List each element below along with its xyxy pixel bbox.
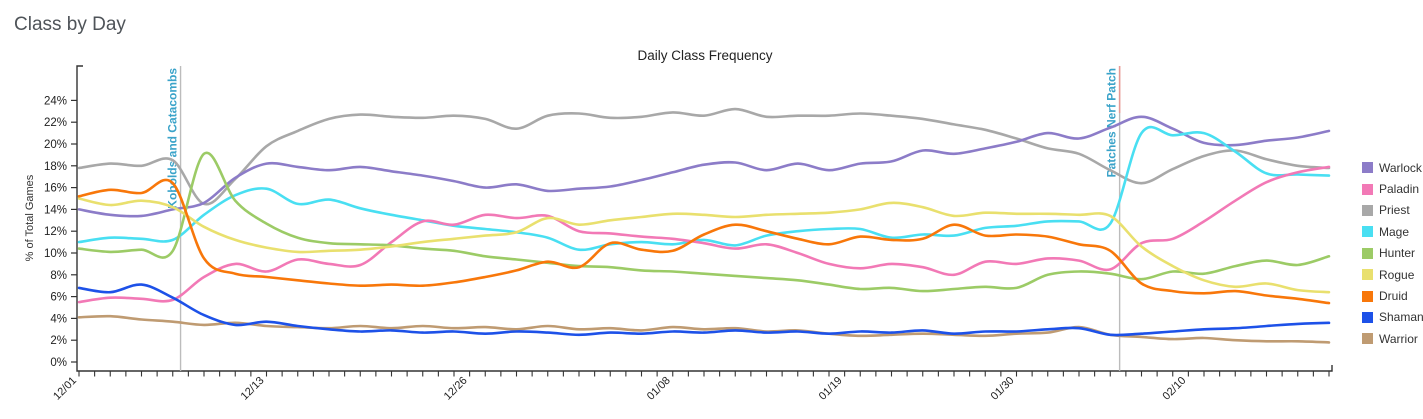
y-tick-label: 18% — [44, 161, 67, 173]
x-tick-label: 12/13 — [239, 375, 267, 403]
y-tick-label: 22% — [44, 117, 67, 129]
legend-swatch-rogue — [1362, 269, 1373, 281]
legend-swatch-warrior — [1362, 333, 1373, 345]
legend-label: Hunter — [1379, 246, 1416, 261]
y-tick-label: 16% — [44, 183, 67, 195]
legend-item-warrior[interactable]: Warrior — [1362, 328, 1423, 349]
legend-swatch-shaman — [1362, 311, 1373, 323]
series-line-rogue[interactable] — [77, 197, 1331, 294]
y-tick-label: 4% — [50, 313, 67, 325]
y-tick-label: 2% — [50, 335, 67, 347]
series-line-paladin[interactable] — [77, 165, 1331, 304]
legend-item-druid[interactable]: Druid — [1362, 285, 1423, 306]
series-line-warrior[interactable] — [77, 314, 1331, 344]
legend-item-rogue[interactable]: Rogue — [1362, 264, 1423, 285]
series-line-hunter[interactable] — [77, 151, 1331, 293]
x-tick-label: 01/19 — [817, 375, 845, 403]
series-line-shaman[interactable] — [77, 283, 1331, 337]
legend-label: Warlock — [1379, 160, 1422, 175]
legend-label: Warrior — [1379, 331, 1418, 346]
y-tick-label: 10% — [44, 248, 67, 260]
chart-title: Daily Class Frequency — [637, 48, 773, 63]
x-tick-label: 01/08 — [645, 375, 673, 403]
y-tick-label: 12% — [44, 226, 67, 238]
legend-label: Paladin — [1379, 182, 1420, 197]
annotation-label: Kobolds and Catacombs — [166, 68, 180, 209]
legend-item-mage[interactable]: Mage — [1362, 221, 1423, 242]
legend-item-priest[interactable]: Priest — [1362, 200, 1423, 221]
x-tick-label: 12/01 — [51, 375, 79, 403]
legend-label: Mage — [1379, 224, 1410, 239]
legend-item-paladin[interactable]: Paladin — [1362, 178, 1423, 199]
x-tick-label: 02/10 — [1161, 375, 1189, 403]
legend-item-hunter[interactable]: Hunter — [1362, 243, 1423, 264]
page-title: Class by Day — [14, 14, 126, 35]
series-line-mage[interactable] — [77, 125, 1331, 252]
y-tick-label: 20% — [44, 139, 67, 151]
y-tick-label: 14% — [44, 204, 67, 216]
legend-swatch-hunter — [1362, 247, 1373, 259]
legend-item-warlock[interactable]: Warlock — [1362, 157, 1423, 178]
legend-swatch-priest — [1362, 204, 1373, 216]
y-tick-label: 8% — [50, 270, 67, 282]
legend-swatch-warlock — [1362, 162, 1373, 174]
x-tick-label: 01/30 — [989, 375, 1017, 403]
axis-domain — [76, 65, 1333, 372]
y-tick-label: 0% — [50, 357, 67, 369]
legend-swatch-druid — [1362, 290, 1373, 302]
y-tick-label: 6% — [50, 292, 67, 304]
series-line-priest[interactable] — [77, 107, 1331, 206]
legend-label: Druid — [1379, 289, 1408, 304]
series-line-warlock[interactable] — [77, 115, 1331, 218]
y-tick-label: 24% — [44, 95, 67, 107]
legend-label: Priest — [1379, 203, 1410, 218]
legend-swatch-paladin — [1362, 183, 1373, 195]
legend-swatch-mage — [1362, 226, 1373, 238]
series-line-druid[interactable] — [77, 178, 1331, 305]
annotation-label: Patches Nerf Patch — [1105, 68, 1119, 177]
x-tick-label: 12/26 — [442, 375, 470, 403]
legend-label: Rogue — [1379, 267, 1415, 282]
legend-label: Shaman — [1379, 310, 1423, 325]
chart-legend: Warlock Paladin Priest Mage Hunter Rogue Druid… — [1362, 157, 1423, 350]
legend-item-shaman[interactable]: Shaman — [1362, 307, 1423, 328]
